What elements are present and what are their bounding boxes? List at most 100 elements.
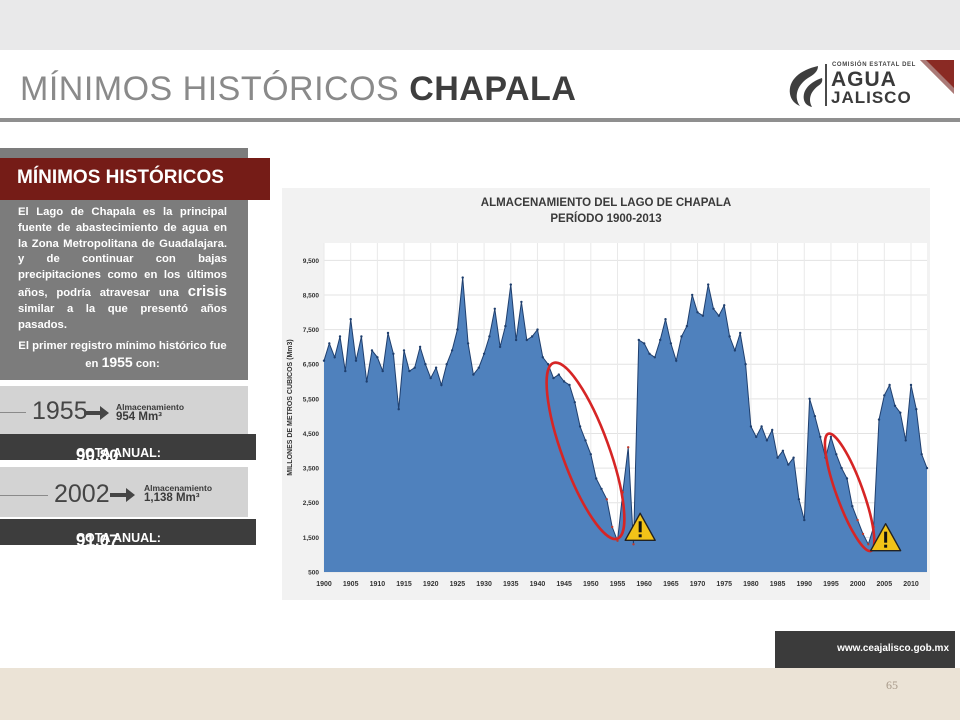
data-point: [616, 539, 619, 542]
storage-chart: ALMACENAMIENTO DEL LAGO DE CHAPALA PERÍO…: [282, 188, 930, 600]
data-point: [909, 383, 913, 387]
x-tick-label: 1915: [396, 581, 412, 588]
x-tick-label: 1945: [556, 581, 572, 588]
website-link[interactable]: www.ceajalisco.gob.mx: [837, 643, 949, 654]
data-point: [520, 300, 523, 304]
data-point: [418, 345, 422, 349]
data-point: [877, 418, 881, 421]
x-tick-label: 1975: [716, 581, 732, 588]
logo-divider: [825, 64, 827, 106]
data-point: [595, 477, 598, 480]
data-point: [712, 307, 715, 310]
data-point: [717, 314, 721, 317]
data-point: [370, 349, 374, 352]
chart-subtitle: PERÍODO 1900-2013: [550, 213, 662, 225]
y-tick-label: 2,500: [303, 500, 320, 507]
y-tick-label: 3,500: [303, 466, 320, 473]
data-point: [637, 338, 640, 342]
data-point: [333, 356, 336, 359]
data-point: [552, 376, 555, 380]
y-tick-label: 1,500: [303, 535, 320, 542]
data-point: [322, 359, 326, 362]
data-point: [472, 373, 475, 376]
data-point: [546, 363, 550, 366]
logo-swoosh-icon: [789, 66, 823, 107]
data-point: [781, 449, 785, 452]
info-panel-heading: MÍNIMOS HISTÓRICOS: [0, 158, 270, 200]
data-point: [498, 345, 502, 349]
page-title-bold: CHAPALA: [409, 70, 577, 108]
data-point: [392, 352, 395, 355]
data-point: [541, 356, 544, 359]
record-2002-block: [0, 467, 248, 517]
data-point: [925, 466, 929, 470]
data-point: [856, 518, 859, 522]
y-tick-label: 7,500: [303, 327, 320, 334]
data-point: [482, 352, 486, 355]
agua-jalisco-logo: COMISIÓN ESTATAL DEL AGUA JALISCO: [786, 60, 956, 112]
website-badge: www.ceajalisco.gob.mx: [775, 631, 955, 669]
data-point: [739, 331, 742, 335]
top-band: [0, 0, 960, 50]
data-point: [461, 276, 464, 279]
record-1955-storage: Almacenamiento 954 Mm³: [116, 402, 185, 423]
warning-bar: [884, 531, 888, 543]
x-tick-label: 1930: [476, 581, 492, 588]
data-point: [354, 359, 358, 362]
data-point: [776, 456, 779, 459]
data-point: [653, 356, 656, 359]
page-title-light: MÍNIMOS HISTÓRICOS: [20, 70, 400, 108]
data-point: [755, 435, 758, 439]
header-divider: [0, 118, 960, 122]
logo-small-text: COMISIÓN ESTATAL DEL: [832, 62, 916, 68]
x-tick-label: 1970: [690, 581, 706, 588]
data-point: [504, 324, 507, 328]
data-point: [536, 328, 539, 331]
data-point: [466, 342, 470, 345]
data-point: [509, 283, 512, 286]
bottom-band: [0, 668, 960, 720]
data-point: [771, 428, 774, 432]
data-point: [488, 335, 491, 338]
corner-decoration: [920, 60, 954, 94]
data-point: [888, 383, 891, 387]
data-point: [787, 463, 790, 466]
data-point: [803, 518, 806, 522]
x-tick-label: 1925: [450, 581, 466, 588]
data-point: [643, 342, 646, 345]
data-point: [744, 363, 747, 366]
data-point: [349, 318, 352, 321]
data-point: [413, 366, 416, 369]
data-point: [861, 532, 865, 536]
data-point: [360, 335, 363, 338]
data-point: [402, 349, 406, 352]
data-point: [632, 543, 635, 546]
data-point: [338, 335, 342, 338]
data-point: [792, 456, 795, 459]
data-point: [600, 487, 603, 491]
warning-dot: [638, 534, 642, 538]
x-tick-label: 1940: [530, 581, 546, 588]
data-point: [867, 543, 870, 546]
x-tick-label: 1905: [343, 581, 359, 588]
data-point: [440, 383, 443, 387]
data-point: [376, 356, 379, 359]
data-point: [530, 335, 534, 338]
data-point: [429, 376, 432, 380]
y-tick-label: 4,500: [303, 431, 320, 438]
x-tick-label: 1950: [583, 581, 599, 588]
data-point: [883, 394, 886, 397]
panel-crisis-word: crisis: [187, 282, 227, 300]
data-point: [525, 338, 528, 342]
data-point: [424, 363, 427, 366]
data-point: [664, 318, 667, 321]
panel-text-2: similar a la que presentó años pasados.: [18, 302, 227, 331]
record-2002-storage: Almacenamiento 1,138 Mm³: [144, 483, 213, 504]
y-axis-label: MILLONES DE METROS CUBICOS (Mm3): [287, 339, 294, 476]
data-point: [829, 435, 833, 439]
data-point: [675, 359, 678, 362]
chart-title: ALMACENAMIENTO DEL LAGO DE CHAPALA: [480, 197, 732, 209]
data-point: [627, 446, 630, 449]
x-tick-label: 1960: [636, 581, 652, 588]
data-point: [765, 439, 769, 442]
